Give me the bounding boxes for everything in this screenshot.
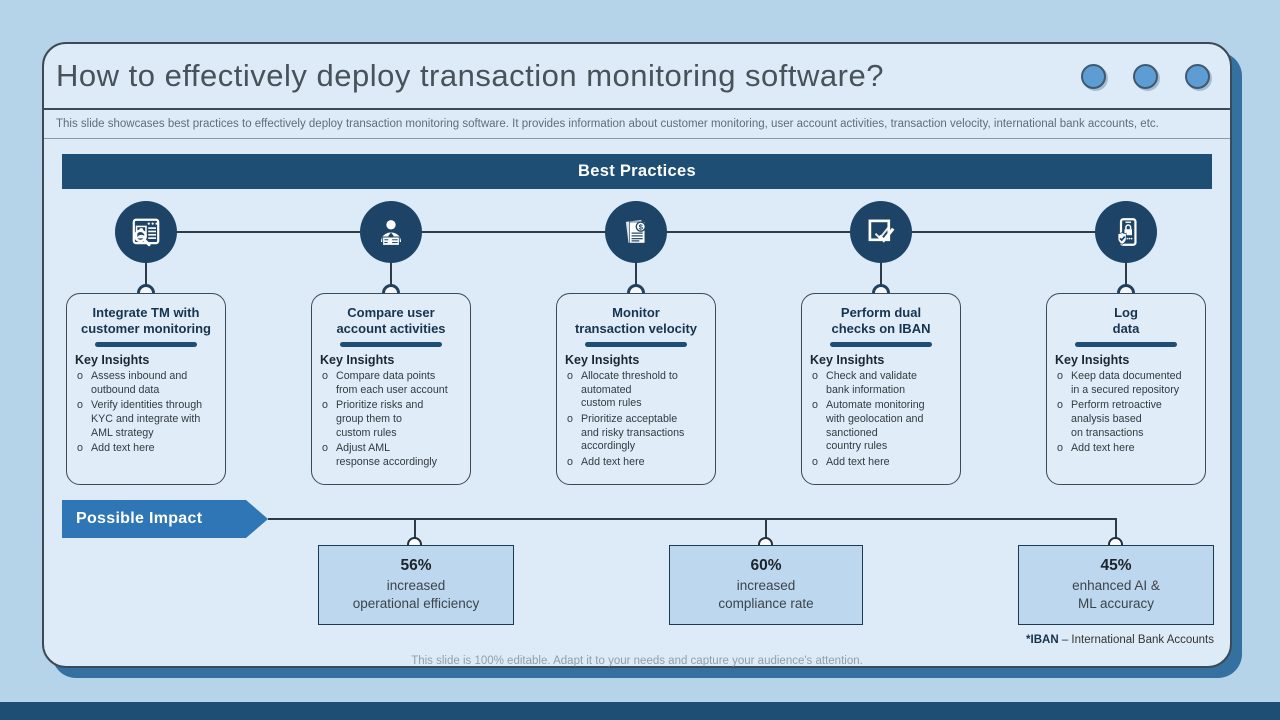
list-item: o Compare data points from each user acco… [320,370,462,397]
practice-card: Compare user account activities Key Insi… [311,293,471,485]
insight-text: Keep data documented in a secured reposi… [1071,370,1182,396]
bullet-marker: o [77,370,83,382]
bullet-marker: o [812,399,818,412]
bullet-marker: o [812,456,818,469]
bullet-marker: o [322,442,328,455]
practice-card: Perform dual checks on IBAN Key Insights… [801,293,961,485]
bullet-marker: o [322,370,328,382]
card-accent-bar [829,342,933,347]
practice-card: Log data Key Insights o Keep data documen… [1046,293,1206,485]
bullet-marker: o [567,413,573,426]
card-title: Log data [1112,305,1140,337]
list-item: o Check and validate bank information [810,370,952,397]
impact-description: increased operational efficiency [352,578,480,612]
impact-description: increased compliance rate [718,578,814,612]
card-accent-bar [584,342,688,347]
practice-card: Monitor transaction velocity Key Insight… [556,293,716,485]
key-insights-label: Key Insights [320,353,395,367]
possible-impact-banner: Possible Impact [62,500,268,538]
list-item: o Verify identities through KYC and integ… [75,399,217,440]
connector-line [1115,518,1117,545]
secure-mobile-icon [1095,201,1157,263]
svg-text:$: $ [639,222,644,231]
insight-text: Prioritize risks and group them to custo… [336,399,424,439]
insight-text: Add text here [581,456,645,469]
bullet-marker: o [812,370,818,382]
key-insights-label: Key Insights [565,353,640,367]
title-bar: How to effectively deploy transaction mo… [44,44,1230,110]
impact-value: 60% [750,557,782,574]
bullet-marker: o [1057,399,1063,412]
slide-description: This slide showcases best practices to e… [44,110,1230,139]
title-dots [1081,63,1210,89]
page-title: How to effectively deploy transaction mo… [56,58,884,93]
dual-check-icon [850,201,912,263]
bullet-marker: o [567,456,573,469]
card-accent-bar [1074,342,1178,347]
impact-description: enhanced AI & ML accuracy [1072,578,1160,612]
list-item: o Assess inbound and outbound data [75,370,217,397]
editable-note: This slide is 100% editable. Adapt it to… [411,655,863,667]
list-item: o Prioritize acceptable and risky transac… [565,413,707,454]
footnote-term: *IBAN [1026,634,1059,646]
card-title: Integrate TM with customer monitoring [80,305,211,337]
list-item: o Add text here [1055,442,1197,456]
card-title: Monitor transaction velocity [574,305,698,337]
best-practices-banner: Best Practices [62,154,1212,189]
impact-value: 45% [1100,557,1132,574]
user-account-icon [360,201,422,263]
impact-stat-box: 60% increased compliance rate [669,545,863,625]
customer-monitoring-icon [115,201,177,263]
list-item: o Allocate threshold to automated custom … [565,370,707,411]
iban-footnote: *IBAN – International Bank Accounts [1026,634,1214,646]
footnote-definition: – International Bank Accounts [1058,634,1214,646]
card-accent-bar [339,342,443,347]
invoice-dollar-icon: $ [605,201,667,263]
bullet-marker: o [1057,442,1063,455]
card-title: Perform dual checks on IBAN [831,305,931,337]
insight-text: Assess inbound and outbound data [91,370,188,396]
insight-text: Allocate threshold to automated custom r… [581,370,678,410]
insight-text: Perform retroactive analysis based on tr… [1071,399,1162,439]
impact-value: 56% [400,557,432,574]
insight-text: Prioritize acceptable and risky transact… [581,413,685,453]
insight-text: Add text here [91,442,155,455]
insight-text: Add text here [826,456,890,469]
card-accent-bar [94,342,198,347]
slide-canvas: How to effectively deploy transaction mo… [42,42,1232,668]
practice-card: Integrate TM with customer monitoring Ke… [66,293,226,485]
insight-text: Verify identities through KYC and integr… [91,399,203,439]
impact-stat-box: 45% enhanced AI & ML accuracy [1018,545,1214,625]
decorative-dot-icon [1133,63,1158,89]
key-insights-label: Key Insights [1055,353,1130,367]
bullet-marker: o [1057,370,1063,382]
insight-text: Adjust AML response accordingly [336,442,437,469]
list-item: o Add text here [75,442,217,456]
impact-connector-line [268,518,1116,520]
impact-stat-box: 56% increased operational efficiency [318,545,514,625]
connector-line [765,518,767,545]
decorative-dot-icon [1081,63,1106,89]
decorative-dot-icon [1185,63,1210,89]
bullet-marker: o [567,370,573,382]
bullet-marker: o [322,399,328,412]
bullet-marker: o [77,442,83,455]
key-insights-label: Key Insights [810,353,885,367]
list-item: o Automate monitoring with geolocation an… [810,399,952,454]
bottom-border-strip [0,702,1280,720]
list-item: o Keep data documented in a secured repos… [1055,370,1197,397]
insight-text: Automate monitoring with geolocation and… [826,399,925,453]
list-item: o Add text here [565,456,707,470]
list-item: o Add text here [810,456,952,470]
bullet-marker: o [77,399,83,412]
insight-text: Compare data points from each user accou… [336,370,448,396]
insight-text: Add text here [1071,442,1135,455]
key-insights-label: Key Insights [75,353,150,367]
list-item: o Adjust AML response accordingly [320,442,462,469]
list-item: o Prioritize risks and group them to cust… [320,399,462,440]
list-item: o Perform retroactive analysis based on t… [1055,399,1197,440]
insight-text: Check and validate bank information [826,370,917,396]
connector-line [414,518,416,545]
card-title: Compare user account activities [336,305,446,337]
